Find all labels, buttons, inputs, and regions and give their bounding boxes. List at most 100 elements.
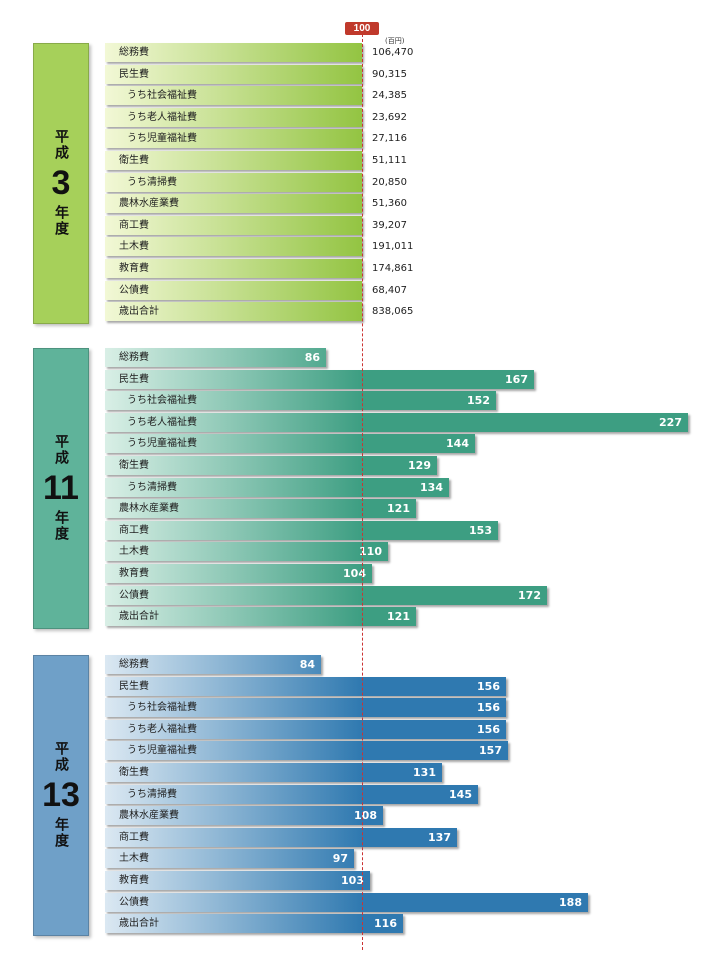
category-label: 衛生費 [119,155,149,166]
category-label: うち清掃費 [127,481,177,493]
category-label: うち老人福祉費 [127,416,197,428]
bar-3-11 [105,280,362,300]
category-label: 土木費 [119,853,149,865]
bar-13-10 [105,871,370,890]
bar-13-12 [105,914,403,934]
value-label: 227 [659,415,682,429]
bar-11-7 [105,499,416,519]
category-label: うち児童福祉費 [127,438,197,450]
value-label: 167 [505,372,528,386]
value-label: 27,116 [372,133,407,145]
bar-13-2 [105,698,506,718]
reference-line-100 [362,34,363,950]
bar-13-8 [105,827,457,847]
bar-3-6 [105,172,362,192]
bar-13-0 [105,655,321,674]
year-box-3: 平成 3 年度 [33,43,89,324]
category-label: うち社会福祉費 [127,395,197,407]
bar-13-5 [105,763,442,782]
bar-3-3 [105,107,362,127]
value-label: 20,850 [372,176,407,188]
bar-3-8 [105,215,362,235]
bar-3-10 [105,259,362,278]
era-label: 平成 [53,434,69,467]
year-number: 3 [51,164,71,203]
category-label: うち社会福祉費 [127,90,197,102]
category-label: 農林水産業費 [119,198,179,210]
year-number: 13 [42,776,80,815]
bar-3-0 [105,43,362,62]
value-label: 129 [408,459,431,472]
bar-11-11 [105,585,547,605]
bar-11-10 [105,564,372,583]
bar-13-4 [105,741,508,761]
value-label: 156 [477,701,500,715]
category-label: うち清掃費 [127,788,177,800]
category-label: 教育費 [119,568,149,579]
value-label: 51,360 [372,198,407,210]
value-label: 51,111 [372,155,407,166]
category-label: 総務費 [119,47,149,58]
value-label: 137 [428,830,451,844]
value-label: 116 [374,917,397,931]
category-label: 商工費 [119,831,149,843]
year-box-11: 平成 11 年度 [33,348,89,629]
category-label: うち清掃費 [127,176,177,188]
value-label: 188 [559,895,582,909]
value-label: 838,065 [372,306,414,318]
bar-13-3 [105,719,506,739]
category-label: 農林水産業費 [119,503,179,515]
value-label: 90,315 [372,68,407,80]
value-label: 39,207 [372,219,407,231]
category-label: 歳出合計 [119,918,159,930]
bar-11-8 [105,520,498,540]
bar-11-12 [105,607,416,627]
bar-11-4 [105,434,475,454]
value-label: 131 [413,766,436,779]
bar-11-2 [105,391,496,411]
bar-3-1 [105,64,362,84]
bar-3-7 [105,194,362,214]
bar-3-2 [105,86,362,106]
nendo-label: 年度 [53,205,69,238]
category-label: うち社会福祉費 [127,702,197,714]
value-label: 121 [387,610,410,624]
value-label: 110 [359,545,382,559]
value-label: 108 [354,809,377,823]
value-label: 86 [304,351,320,364]
category-label: 商工費 [119,219,149,231]
category-label: 土木費 [119,241,149,253]
category-label: 民生費 [119,68,149,80]
value-label: 23,692 [372,111,407,123]
value-label: 172 [518,588,541,602]
value-label: 174,861 [372,263,414,274]
bar-11-5 [105,456,437,475]
value-label: 156 [477,679,500,693]
bar-13-7 [105,806,383,826]
bar-11-0 [105,348,326,367]
value-label: 106,470 [372,47,414,58]
value-label: 103 [341,874,364,887]
era-label: 平成 [53,741,69,774]
bar-3-12 [105,302,362,322]
bar-13-6 [105,784,478,804]
unit-label: (百円) [385,37,405,45]
category-label: 公債費 [119,896,149,908]
era-label: 平成 [53,129,69,162]
value-label: 84 [299,658,315,671]
value-label: 152 [467,394,490,408]
value-label: 156 [477,722,500,736]
category-label: 歳出合計 [119,611,159,623]
category-label: 農林水産業費 [119,810,179,822]
category-label: 衛生費 [119,767,149,778]
category-label: うち児童福祉費 [127,745,197,757]
value-label: 68,407 [372,284,407,296]
value-label: 157 [479,744,502,758]
value-label: 134 [420,480,443,494]
value-label: 144 [446,437,469,451]
category-label: 商工費 [119,524,149,536]
value-label: 153 [469,523,492,537]
bar-3-4 [105,129,362,149]
year-box-13: 平成 13 年度 [33,655,89,936]
category-label: 公債費 [119,589,149,601]
